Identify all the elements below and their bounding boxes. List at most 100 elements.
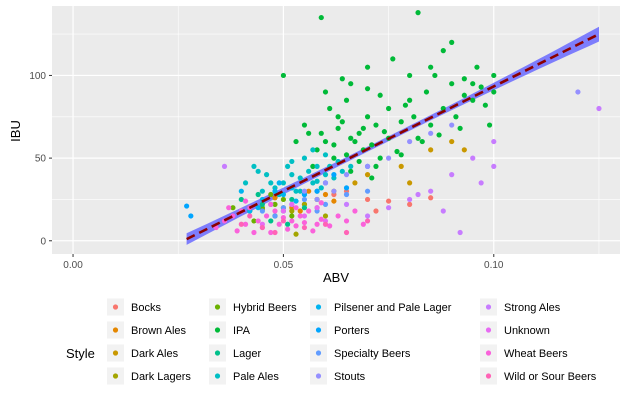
data-point [428,195,434,201]
data-point [356,158,362,165]
data-point [306,130,312,136]
legend-label: Dark Ales [131,348,179,360]
regression-line [186,32,600,241]
data-point [407,201,413,207]
legend-key-dot [315,373,322,379]
data-point [415,191,421,198]
data-point [407,97,413,103]
plot-panel [52,6,620,254]
data-point [415,135,421,141]
data-point [285,163,291,169]
data-point [428,130,434,136]
data-point [360,221,366,227]
data-point [255,218,261,224]
data-point [398,119,404,125]
data-point [449,138,455,145]
data-point [314,147,320,153]
data-point [343,191,350,198]
data-point [470,81,476,87]
data-point [377,92,383,98]
data-point [385,205,392,211]
data-point [348,135,354,141]
data-point [293,138,299,145]
data-point [415,10,421,16]
data-point [322,180,329,186]
data-point [491,138,497,145]
legend-label: Pilsener and Pale Lager [334,302,452,314]
legend-label: Wheat Beers [504,348,568,360]
data-point [297,175,303,181]
data-point [327,105,333,112]
data-point [411,114,417,120]
data-point [289,208,295,214]
legend-label: Pale Ales [233,371,279,383]
data-point [301,188,308,194]
data-point [339,168,345,174]
legend-label: Bocks [131,302,161,314]
legend-key-dot [214,304,221,310]
data-point [398,163,404,169]
data-point [343,152,350,158]
legend-label: Dark Lagers [131,371,191,383]
data-point [251,163,257,169]
data-point [381,129,387,135]
data-point [364,86,371,92]
legend-key-dot [214,327,221,333]
data-point [297,208,303,214]
data-point [276,180,282,186]
data-point [348,163,354,169]
data-point [491,89,497,95]
data-point [432,72,438,79]
y-tick-label: 50 [35,154,47,165]
data-point [343,201,350,207]
data-point [449,81,455,87]
data-point [255,191,261,198]
legend-key-dot [485,373,492,379]
legend-key-dot [214,350,221,356]
data-point [482,102,488,108]
data-point [255,168,261,174]
data-point [470,155,476,161]
data-point [369,142,375,148]
data-point [234,228,240,234]
data-point [335,114,341,120]
data-point [280,72,287,79]
data-point [335,125,341,131]
data-point [343,185,350,191]
data-point [364,188,371,194]
data-point [314,221,320,227]
legend-key-dot [214,373,221,379]
legend-label: Unknown [504,325,550,337]
data-point [596,105,602,112]
legend-key-dot [112,350,119,356]
data-point [242,221,249,227]
data-point [272,201,278,207]
data-point [343,172,350,178]
data-point [242,180,249,186]
data-point [356,130,362,136]
data-point [478,84,484,90]
data-point [373,208,379,214]
data-point [478,180,484,186]
legend-label: Wild or Sour Beers [504,371,597,383]
data-point [318,200,324,206]
data-point [238,188,244,194]
data-point [491,72,497,79]
regression-line-path [186,32,600,241]
legend-key-dot [485,304,492,310]
legend-key-dot [112,373,119,379]
data-point [314,163,320,169]
data-point [318,14,324,21]
legend-key-dot [485,327,492,333]
y-tick-label: 0 [40,236,46,247]
data-point [440,208,446,214]
data-point [428,122,434,128]
data-point [251,218,257,224]
data-point [407,72,413,79]
data-point [343,229,350,236]
data-point [259,188,265,194]
y-axis-title: IBU [8,120,23,142]
data-point [407,196,413,203]
data-point [322,191,329,198]
